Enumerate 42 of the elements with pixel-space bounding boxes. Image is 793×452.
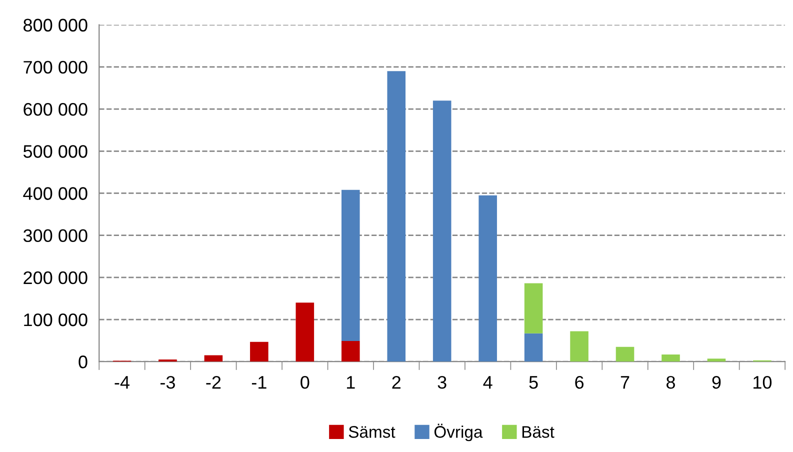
y-tick-label: 100 000 — [24, 313, 88, 326]
x-tick-label: 5 — [529, 376, 538, 389]
x-tick-label: 10 — [754, 376, 772, 389]
bar — [204, 355, 223, 362]
x-tick-label: 1 — [346, 376, 355, 389]
x-tick-label: -2 — [206, 376, 221, 389]
x-tick-label: 2 — [392, 376, 400, 389]
legend-label: Övriga — [434, 424, 483, 442]
bar — [158, 359, 177, 362]
x-tick-label: 7 — [620, 376, 630, 389]
bar — [707, 358, 726, 362]
bar — [341, 190, 360, 341]
x-tick-label: -3 — [160, 376, 175, 389]
bar — [524, 333, 543, 362]
y-tick-label: 300 000 — [23, 229, 88, 242]
y-tick-label: 0 — [78, 356, 88, 368]
y-tick-label: 800 000 — [24, 18, 88, 32]
bar — [341, 340, 360, 362]
bar — [570, 331, 588, 362]
bar — [432, 100, 452, 362]
x-tick-label: -1 — [252, 376, 266, 389]
x-tick-label: -4 — [114, 376, 130, 389]
y-tick-label: 400 000 — [23, 187, 88, 200]
legend-label: Sämst — [348, 426, 396, 438]
bar — [478, 195, 497, 362]
y-tick-label: 700 000 — [24, 60, 88, 74]
bar — [616, 346, 634, 362]
bar — [250, 342, 268, 362]
x-tick-label: 6 — [575, 376, 584, 389]
x-tick-label: 0 — [300, 376, 310, 389]
x-tick-label: 8 — [666, 376, 675, 389]
y-tick-label: 200 000 — [24, 271, 88, 284]
bar — [524, 283, 543, 334]
bar — [296, 302, 314, 362]
x-tick-label: 4 — [483, 376, 492, 389]
y-tick-label: 600 000 — [24, 102, 88, 116]
bar — [387, 71, 406, 362]
x-tick-label: 3 — [438, 376, 446, 389]
legend-label: Bäst — [522, 426, 554, 438]
y-tick-label: 500 000 — [23, 145, 88, 158]
bar — [662, 354, 680, 362]
x-tick-label: 9 — [712, 376, 721, 389]
